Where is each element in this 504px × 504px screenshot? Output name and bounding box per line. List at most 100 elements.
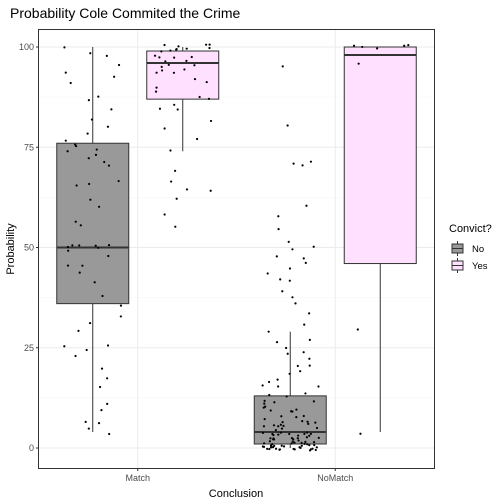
data-point xyxy=(76,184,78,186)
data-point xyxy=(272,434,274,436)
data-point xyxy=(292,448,294,450)
data-point xyxy=(264,418,266,420)
data-point xyxy=(210,120,212,122)
data-point xyxy=(107,126,109,128)
data-point xyxy=(307,423,309,425)
data-point xyxy=(295,408,297,410)
data-point xyxy=(86,349,88,351)
data-point xyxy=(303,257,305,259)
data-point xyxy=(301,164,303,166)
data-point xyxy=(186,188,188,190)
chart-title: Probability Cole Commited the Crime xyxy=(10,5,241,21)
data-point xyxy=(289,280,291,282)
data-point xyxy=(177,45,179,47)
data-point xyxy=(279,278,281,280)
data-point xyxy=(268,394,270,396)
data-point xyxy=(101,368,103,370)
data-point xyxy=(283,445,285,447)
data-point xyxy=(70,82,72,84)
data-point xyxy=(270,446,272,448)
data-point xyxy=(81,265,83,267)
data-point xyxy=(75,221,77,223)
data-point xyxy=(291,296,293,298)
data-point xyxy=(161,66,163,68)
data-point xyxy=(288,241,290,243)
data-point xyxy=(294,302,296,304)
data-point xyxy=(193,64,195,66)
data-point xyxy=(63,345,65,347)
data-point xyxy=(297,365,299,367)
data-point xyxy=(177,108,179,110)
data-point xyxy=(299,370,301,372)
data-point xyxy=(155,87,157,89)
data-point xyxy=(269,440,271,442)
data-point xyxy=(266,448,268,450)
data-point xyxy=(97,95,99,97)
box-match-no xyxy=(57,143,129,303)
data-point xyxy=(314,422,316,424)
data-point xyxy=(273,424,275,426)
data-point xyxy=(303,415,305,417)
data-point xyxy=(291,410,293,412)
data-point xyxy=(286,395,288,397)
data-point xyxy=(174,226,176,228)
data-point xyxy=(277,228,279,230)
data-point xyxy=(304,441,306,443)
y-tick-label: 75 xyxy=(24,142,34,152)
data-point xyxy=(263,425,265,427)
data-point xyxy=(308,444,310,446)
data-point xyxy=(199,96,201,98)
data-point xyxy=(95,245,97,247)
data-point xyxy=(309,339,311,341)
data-point xyxy=(293,163,295,165)
data-point xyxy=(262,384,264,386)
data-point xyxy=(359,433,361,435)
data-point xyxy=(66,150,68,152)
data-point xyxy=(306,421,308,423)
data-point xyxy=(276,255,278,257)
data-point xyxy=(306,443,308,445)
data-point xyxy=(316,446,318,448)
data-point xyxy=(263,446,265,448)
data-point xyxy=(306,431,308,433)
data-point xyxy=(282,65,284,67)
data-point xyxy=(185,60,187,62)
data-point xyxy=(285,347,287,349)
data-point xyxy=(287,353,289,355)
data-point xyxy=(281,290,283,292)
data-point xyxy=(293,441,295,443)
data-point xyxy=(160,50,162,52)
data-point xyxy=(272,438,274,440)
data-point xyxy=(280,424,282,426)
data-point xyxy=(186,48,188,50)
data-point xyxy=(301,445,303,447)
data-point xyxy=(63,46,65,48)
data-point xyxy=(262,432,264,434)
data-point xyxy=(305,262,307,264)
x-tick-label: Match xyxy=(125,473,150,483)
data-point xyxy=(75,145,77,147)
data-point xyxy=(310,433,312,435)
legend-title: Convict? xyxy=(449,223,492,235)
data-point xyxy=(97,247,99,249)
data-point xyxy=(281,421,283,423)
data-point xyxy=(407,44,409,46)
data-point xyxy=(173,57,175,59)
data-point xyxy=(208,47,210,49)
data-point xyxy=(376,47,378,49)
data-point xyxy=(317,385,319,387)
data-point xyxy=(305,205,307,207)
data-point xyxy=(318,437,320,439)
data-point xyxy=(276,341,278,343)
data-point xyxy=(89,322,91,324)
data-point xyxy=(173,104,175,106)
data-point xyxy=(273,445,275,447)
data-point xyxy=(270,409,272,411)
data-point xyxy=(275,429,277,431)
data-point xyxy=(88,183,90,185)
data-point xyxy=(281,445,283,447)
data-point xyxy=(315,449,317,451)
data-point xyxy=(155,91,157,93)
data-point xyxy=(289,373,291,375)
data-point xyxy=(67,264,69,266)
